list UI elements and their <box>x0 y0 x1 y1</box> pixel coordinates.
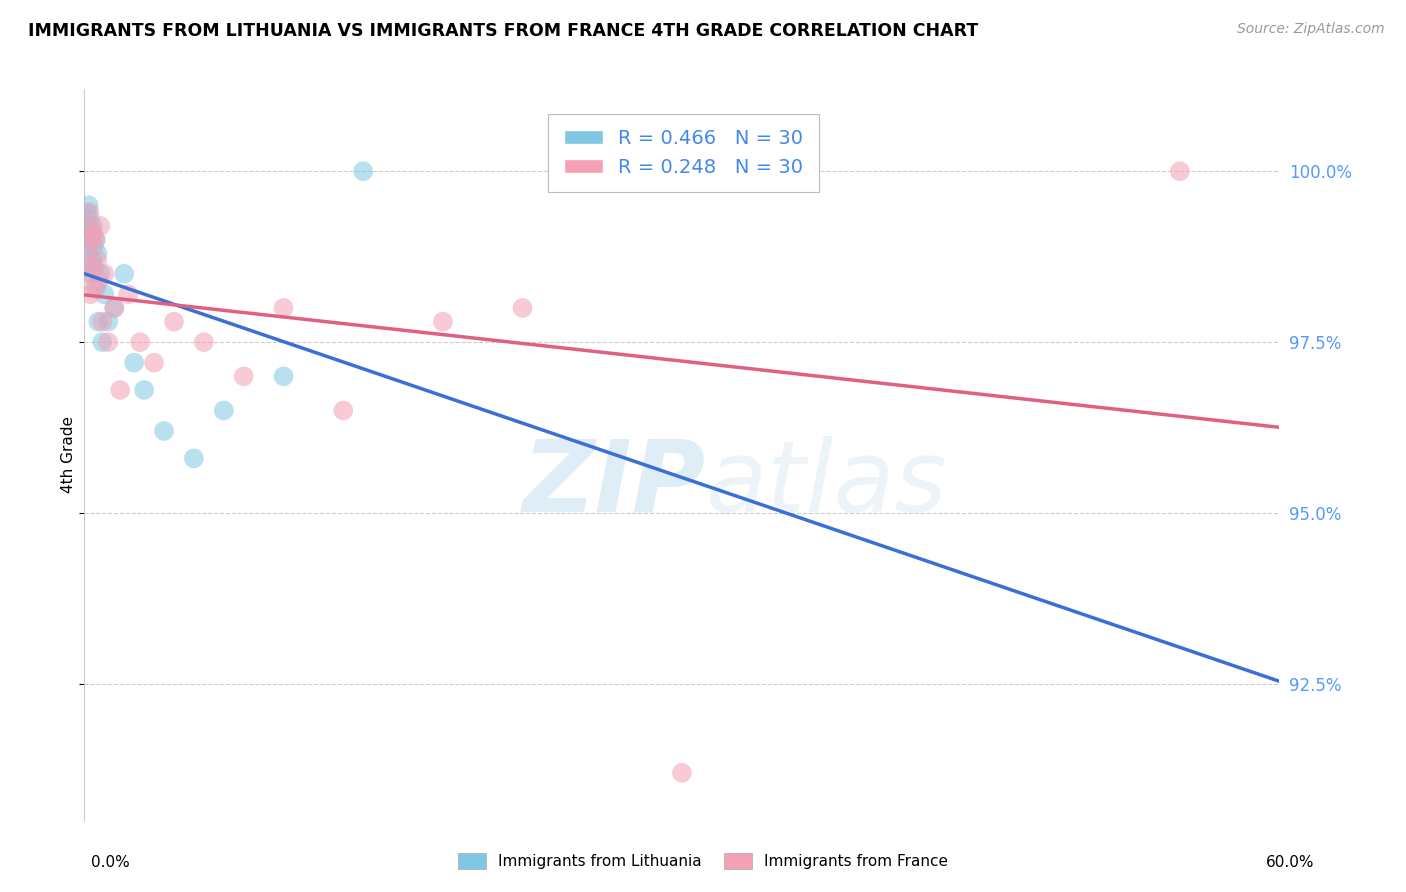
Point <box>76 205 98 219</box>
Point <box>77 246 100 260</box>
Point <box>79 205 101 219</box>
Point <box>143 356 166 370</box>
Point <box>77 198 100 212</box>
Point <box>89 219 111 233</box>
Point <box>86 246 108 260</box>
Point <box>83 239 105 253</box>
Point <box>212 403 235 417</box>
Text: 60.0%: 60.0% <box>1267 855 1315 870</box>
Point <box>93 267 115 281</box>
Point <box>80 226 103 240</box>
Point <box>80 267 103 281</box>
Point <box>273 301 295 315</box>
Point <box>77 246 100 260</box>
Point <box>83 260 105 274</box>
Text: atlas: atlas <box>706 435 948 533</box>
Point <box>512 301 534 315</box>
Point <box>83 280 105 294</box>
Text: IMMIGRANTS FROM LITHUANIA VS IMMIGRANTS FROM FRANCE 4TH GRADE CORRELATION CHART: IMMIGRANTS FROM LITHUANIA VS IMMIGRANTS … <box>28 22 979 40</box>
Legend: Immigrants from Lithuania, Immigrants from France: Immigrants from Lithuania, Immigrants fr… <box>451 847 955 875</box>
Point <box>91 335 114 350</box>
Text: Source: ZipAtlas.com: Source: ZipAtlas.com <box>1237 22 1385 37</box>
Point <box>84 233 107 247</box>
Point <box>75 233 97 247</box>
Point <box>89 267 111 281</box>
Point <box>117 287 139 301</box>
Point <box>193 335 215 350</box>
Point <box>82 219 104 233</box>
Point <box>671 765 693 780</box>
Point <box>103 301 125 315</box>
Point <box>110 383 132 397</box>
Point <box>76 219 98 233</box>
Point <box>91 315 114 329</box>
Point <box>97 335 120 350</box>
Point <box>82 226 104 240</box>
Point <box>432 315 454 329</box>
Point <box>352 164 374 178</box>
Point <box>79 233 101 247</box>
Point <box>80 253 103 268</box>
Point <box>86 280 108 294</box>
Point <box>332 403 354 417</box>
Point <box>79 212 101 227</box>
Point <box>79 287 101 301</box>
Point <box>87 315 110 329</box>
Point <box>232 369 254 384</box>
Point <box>80 233 103 247</box>
Point <box>153 424 176 438</box>
Legend: R = 0.466   N = 30, R = 0.248   N = 30: R = 0.466 N = 30, R = 0.248 N = 30 <box>548 113 818 193</box>
Text: 0.0%: 0.0% <box>91 855 131 870</box>
Point <box>122 356 145 370</box>
Point <box>82 260 104 274</box>
Point <box>87 274 110 288</box>
Point <box>273 369 295 384</box>
Text: ZIP: ZIP <box>523 435 706 533</box>
Point <box>163 315 186 329</box>
Point <box>76 219 98 233</box>
Point <box>93 287 115 301</box>
Point <box>132 383 156 397</box>
Point <box>75 267 97 281</box>
Point <box>129 335 152 350</box>
Point <box>183 451 205 466</box>
Point <box>112 267 135 281</box>
Point <box>103 301 125 315</box>
Point <box>86 253 108 268</box>
Point <box>1168 164 1191 178</box>
Point <box>97 315 120 329</box>
Point <box>84 233 107 247</box>
Y-axis label: 4th Grade: 4th Grade <box>60 417 76 493</box>
